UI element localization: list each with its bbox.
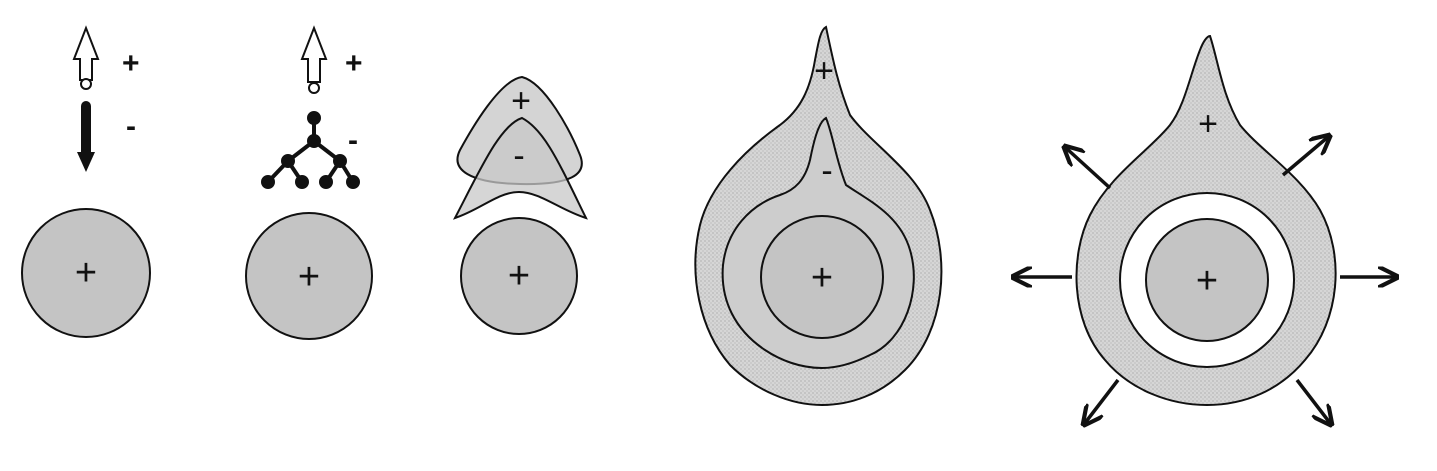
arrow-down-left-icon xyxy=(1085,378,1120,423)
hollow-up-arrow-icon xyxy=(72,25,100,90)
panel-4-circle xyxy=(760,215,884,339)
panel-2: + - + xyxy=(245,25,373,340)
panel-2-circle xyxy=(245,212,373,340)
panel-5: + + xyxy=(1015,34,1395,423)
arrow-up-right-icon xyxy=(1281,137,1328,177)
outward-arrows xyxy=(1015,137,1395,423)
panel-2-minus-label: - xyxy=(348,124,358,157)
panel-1-plus-label: + xyxy=(122,47,140,80)
panel-1-circle xyxy=(21,208,151,338)
panel-3-lower-label: - xyxy=(513,137,524,175)
hollow-up-arrow-icon xyxy=(300,25,328,94)
panel-3: + - + xyxy=(452,75,588,335)
solid-down-arrow-icon xyxy=(77,101,95,172)
panel-5-circle xyxy=(1145,218,1269,342)
panel-3-circle xyxy=(460,217,578,335)
panel-3-upper-label: + xyxy=(511,82,531,120)
panel-4-outer-label: + xyxy=(814,52,834,90)
panel-4-inner-label: - xyxy=(821,152,832,190)
panel-3-lower-zone xyxy=(452,116,588,220)
arrow-down-right-icon xyxy=(1295,378,1330,423)
arrow-up-left-icon xyxy=(1066,148,1112,190)
panel-1-minus-label: - xyxy=(126,110,136,143)
panel-4-circle-label: + xyxy=(811,257,833,299)
panel-5-circle-label: + xyxy=(1196,260,1218,302)
panel-4: + - + xyxy=(694,25,943,407)
panel-2-circle-label: + xyxy=(298,256,320,298)
panel-3-circle-label: + xyxy=(508,255,530,297)
panel-1: + - + xyxy=(21,25,151,338)
panel-5-outer-label: + xyxy=(1198,105,1218,143)
panel-1-circle-label: + xyxy=(75,252,97,294)
panel-2-plus-label: + xyxy=(345,47,363,80)
branching-tree-icon xyxy=(261,111,360,189)
